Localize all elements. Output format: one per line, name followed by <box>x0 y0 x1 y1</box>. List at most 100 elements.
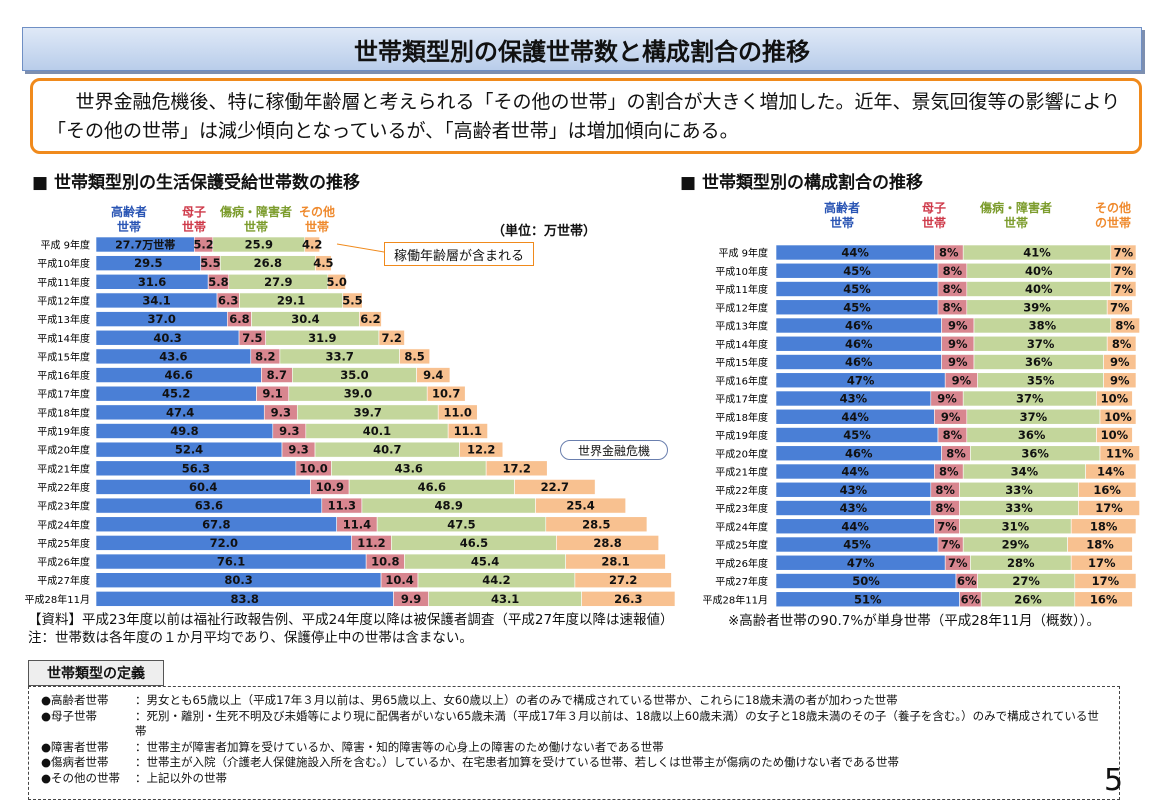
left-bar-value: 9.3 <box>271 405 291 419</box>
left-bar-value: 27.9 <box>264 275 292 289</box>
right-bar-value: 8% <box>935 483 955 497</box>
definition-item: ●傷病者世帯 ：世帯主が入院（介護老人保健施設入所を含む。）しているか、在宅患者加… <box>41 755 1107 771</box>
right-bar-segment <box>1110 317 1140 334</box>
left-bar-segment <box>315 255 332 271</box>
left-bar-value: 48.9 <box>435 499 463 513</box>
left-bar-value: 25.4 <box>566 499 594 513</box>
right-bar-value: 33% <box>1005 483 1033 497</box>
right-bar-segment <box>1103 354 1137 370</box>
left-category-label: 平成27年度 <box>37 574 90 587</box>
left-bar-segment <box>447 423 488 439</box>
left-bar-value: 31.9 <box>308 331 336 345</box>
right-bar-segment <box>1110 281 1137 297</box>
left-bar-value: 11.4 <box>343 517 371 531</box>
left-footnote: 注：世帯数は各年度の１か月平均であり、保護停止中の世帯は含まない。 <box>28 630 473 646</box>
right-bar-value: 47% <box>847 556 875 570</box>
left-bar-value: 30.4 <box>291 312 319 326</box>
right-bar-value: 8% <box>943 428 963 442</box>
left-bar-value: 5.8 <box>208 275 228 289</box>
right-bar-value: 9% <box>948 355 968 369</box>
left-bar-value: 17.2 <box>502 461 530 475</box>
left-bar-value: 43.6 <box>159 349 187 363</box>
left-bar-value: 28.8 <box>593 536 621 550</box>
left-bar-value: 40.7 <box>373 443 401 457</box>
legend-right-other: その他 の世帯 <box>1094 201 1131 230</box>
right-category-label: 平成27年度 <box>715 575 768 588</box>
left-bar-value: 72.0 <box>210 536 238 550</box>
left-bar-segment <box>545 516 648 533</box>
left-bar-value: 76.1 <box>217 555 245 569</box>
right-bar-value: 18% <box>1090 519 1118 533</box>
right-bar-value: 38% <box>1029 319 1057 333</box>
right-bar-value: 8% <box>946 446 966 460</box>
right-bar-value: 10% <box>1101 428 1129 442</box>
left-bar-value: 8.2 <box>255 349 275 363</box>
right-bar-value: 9% <box>1110 355 1130 369</box>
right-bar-segment <box>1074 573 1137 589</box>
right-bar-value: 36% <box>1021 446 1049 460</box>
right-bar-segment <box>1074 591 1133 608</box>
right-bar-value: 7% <box>941 538 961 552</box>
legend-elderly: 高齢者 世帯 <box>110 205 147 234</box>
right-bar-value: 9% <box>941 410 961 424</box>
left-bar-value: 9.3 <box>279 424 299 438</box>
left-bar-value: 52.4 <box>175 443 203 457</box>
right-bar-segment <box>1070 518 1137 535</box>
right-bar-value: 11% <box>1106 446 1134 460</box>
right-bar-value: 37% <box>1016 392 1044 406</box>
left-bar-value: 10.9 <box>316 480 344 494</box>
right-category-label: 平成15年度 <box>715 356 768 369</box>
left-bar-value: 12.2 <box>467 443 495 457</box>
left-bar-value: 6.2 <box>360 312 380 326</box>
definition-item: ●母子世帯 ：死別・離別・生死不明及び未婚等により現に配偶者がいない65歳未満（平… <box>41 709 1107 740</box>
right-bar-segment <box>1106 299 1133 316</box>
right-bar-value: 46% <box>845 355 873 369</box>
left-bar-value: 39.0 <box>344 387 372 401</box>
left-bar-value: 47.4 <box>166 405 194 419</box>
right-bar-value: 51% <box>854 592 882 606</box>
right-bar-value: 9% <box>948 337 968 351</box>
right-bar-value: 33% <box>1005 501 1033 515</box>
right-category-label: 平成12年度 <box>715 301 768 314</box>
right-bar-value: 45% <box>843 282 871 296</box>
left-bar-value: 37.0 <box>147 312 175 326</box>
definition-item: ●障害者世帯 ：世帯主が障害者加算を受けているか、障害・知的障害等の心身上の障害の… <box>41 740 1107 756</box>
definition-term: ●高齢者世帯 <box>41 693 109 707</box>
right-bar-value: 8% <box>943 300 963 314</box>
left-bar-value: 29.1 <box>277 293 305 307</box>
left-bar-value: 40.3 <box>153 331 181 345</box>
left-bar-value: 49.8 <box>170 424 198 438</box>
left-bar-value: 46.6 <box>418 480 446 494</box>
callout-financial-crisis: 世界金融危機 <box>560 440 668 460</box>
right-bar-value: 9% <box>948 319 968 333</box>
left-category-label: 平成22年度 <box>37 481 90 494</box>
right-bar-value: 8% <box>943 264 963 278</box>
right-category-label: 平成28年11月 <box>703 593 768 606</box>
left-bar-value: 40.1 <box>363 424 391 438</box>
right-bar-value: 31% <box>1002 519 1030 533</box>
definition-text: ：男女とも65歳以上（平成17年３月以前は、男65歳以上、女60歳以上）の者のみ… <box>135 693 898 707</box>
right-bar-value: 43% <box>840 501 868 515</box>
right-bar-value: 18% <box>1086 538 1114 552</box>
summary-box: 世界金融危機後、特に稼働年齢層と考えられる「その他の世帯」の割合が大きく増加した… <box>30 78 1142 154</box>
right-bar-segment <box>1096 390 1133 407</box>
left-bar-value: 5.5 <box>342 293 362 307</box>
right-bar-value: 45% <box>843 300 871 314</box>
right-bar-value: 44% <box>841 410 869 424</box>
left-bar-segment <box>459 441 504 458</box>
right-bar-value: 7% <box>1114 246 1134 260</box>
right-bar-value: 44% <box>841 465 869 479</box>
left-bar-value: 27.2 <box>609 573 637 587</box>
left-bar-value: 80.3 <box>224 573 252 587</box>
right-category-label: 平成21年度 <box>715 466 768 479</box>
left-bar-value: 6.3 <box>218 293 238 307</box>
right-bar-value: 39% <box>1023 300 1051 314</box>
legend-single-mother: 母子 世帯 <box>181 205 206 234</box>
right-category-label: 平成16年度 <box>715 374 768 387</box>
right-bar-value: 8% <box>939 246 959 260</box>
left-bar-segment <box>359 311 382 327</box>
definition-term: ●傷病者世帯 <box>41 755 109 769</box>
right-category-label: 平成10年度 <box>715 265 768 278</box>
left-category-label: 平成21年度 <box>37 462 90 475</box>
